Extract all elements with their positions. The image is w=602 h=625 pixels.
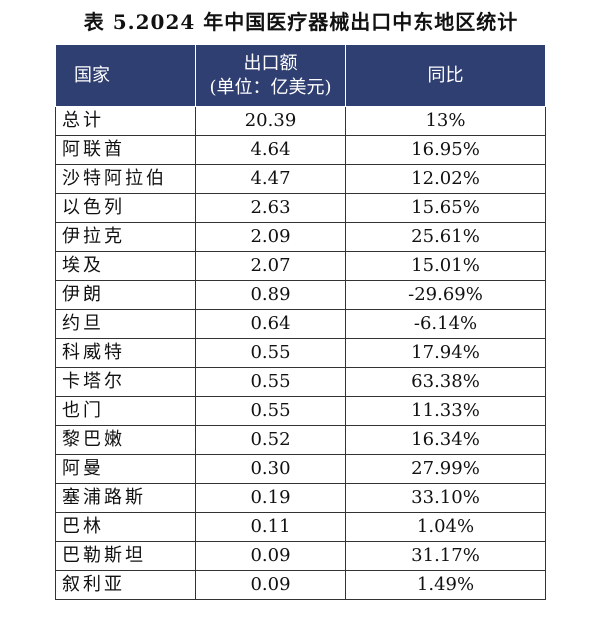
table-row: 总计 20.39 13% (55, 106, 546, 136)
table-row: 埃及 2.07 15.01% (55, 251, 546, 281)
cell-export-value: 0.55 (195, 367, 346, 397)
cell-country: 沙特阿拉伯 (55, 164, 196, 194)
table-row: 阿联酋 4.64 16.95% (55, 135, 546, 165)
cell-yoy-change: 13% (345, 106, 546, 136)
table-row: 叙利亚 0.09 1.49% (55, 570, 546, 600)
cell-country: 巴勒斯坦 (55, 541, 196, 571)
cell-yoy-change: 15.65% (345, 193, 546, 223)
cell-export-value: 0.30 (195, 454, 346, 484)
cell-country: 以色列 (55, 193, 196, 223)
cell-export-value: 0.09 (195, 541, 346, 571)
cell-export-value: 0.19 (195, 483, 346, 513)
cell-yoy-change: 11.33% (345, 396, 546, 426)
table-row: 阿曼 0.30 27.99% (55, 454, 546, 484)
header-row: 国家 出口额 (单位：亿美元) 同比 (55, 44, 546, 107)
cell-country: 伊拉克 (55, 222, 196, 252)
cell-country: 黎巴嫩 (55, 425, 196, 455)
header-yoy: 同比 (345, 44, 546, 107)
table-row: 黎巴嫩 0.52 16.34% (55, 425, 546, 455)
cell-export-value: 0.09 (195, 570, 346, 600)
table-row: 塞浦路斯 0.19 33.10% (55, 483, 546, 513)
cell-export-value: 20.39 (195, 106, 346, 136)
header-export-title: 出口额 (243, 52, 298, 74)
cell-export-value: 0.64 (195, 309, 346, 339)
table-row: 也门 0.55 11.33% (55, 396, 546, 426)
table-row: 科威特 0.55 17.94% (55, 338, 546, 368)
cell-yoy-change: 33.10% (345, 483, 546, 513)
cell-yoy-change: 31.17% (345, 541, 546, 571)
header-export-unit: (单位：亿美元) (209, 76, 332, 98)
cell-country: 叙利亚 (55, 570, 196, 600)
cell-yoy-change: 63.38% (345, 367, 546, 397)
cell-export-value: 0.55 (195, 396, 346, 426)
cell-country: 也门 (55, 396, 196, 426)
cell-yoy-change: 1.04% (345, 512, 546, 542)
header-export: 出口额 (单位：亿美元) (195, 44, 346, 107)
cell-yoy-change: 15.01% (345, 251, 546, 281)
cell-yoy-change: 12.02% (345, 164, 546, 194)
cell-country: 阿曼 (55, 454, 196, 484)
cell-yoy-change: -6.14% (345, 309, 546, 339)
cell-export-value: 0.55 (195, 338, 346, 368)
table-row: 沙特阿拉伯 4.47 12.02% (55, 164, 546, 194)
cell-yoy-change: 27.99% (345, 454, 546, 484)
table-caption: 表 5.2024 年中国医疗器械出口中东地区统计 (83, 10, 519, 34)
cell-yoy-change: 17.94% (345, 338, 546, 368)
cell-export-value: 0.52 (195, 425, 346, 455)
table-row: 巴勒斯坦 0.09 31.17% (55, 541, 546, 571)
cell-export-value: 0.11 (195, 512, 346, 542)
cell-country: 埃及 (55, 251, 196, 281)
cell-country: 科威特 (55, 338, 196, 368)
cell-export-value: 4.47 (195, 164, 346, 194)
header-country: 国家 (55, 44, 196, 107)
cell-country: 塞浦路斯 (55, 483, 196, 513)
cell-export-value: 0.89 (195, 280, 346, 310)
cell-yoy-change: 25.61% (345, 222, 546, 252)
table-row: 约旦 0.64 -6.14% (55, 309, 546, 339)
cell-country: 阿联酋 (55, 135, 196, 165)
table-row: 巴林 0.11 1.04% (55, 512, 546, 542)
cell-export-value: 2.63 (195, 193, 346, 223)
table-header: 国家 出口额 (单位：亿美元) 同比 (55, 44, 546, 107)
table-row: 卡塔尔 0.55 63.38% (55, 367, 546, 397)
cell-export-value: 2.09 (195, 222, 346, 252)
cell-export-value: 2.07 (195, 251, 346, 281)
table-row: 伊朗 0.89 -29.69% (55, 280, 546, 310)
cell-yoy-change: 16.34% (345, 425, 546, 455)
cell-country: 卡塔尔 (55, 367, 196, 397)
cell-country: 约旦 (55, 309, 196, 339)
export-statistics-table: 国家 出口额 (单位：亿美元) 同比 总计 20.39 13% 阿联酋 4.64 16.9… (55, 44, 546, 600)
table-row: 伊拉克 2.09 25.61% (55, 222, 546, 252)
cell-country: 伊朗 (55, 280, 196, 310)
cell-yoy-change: 16.95% (345, 135, 546, 165)
cell-country: 巴林 (55, 512, 196, 542)
cell-yoy-change: 1.49% (345, 570, 546, 600)
cell-export-value: 4.64 (195, 135, 346, 165)
cell-country: 总计 (55, 106, 196, 136)
table-body: 总计 20.39 13% 阿联酋 4.64 16.95% 沙特阿拉伯 4.47 12.02% 以色… (55, 106, 546, 600)
cell-yoy-change: -29.69% (345, 280, 546, 310)
table-row: 以色列 2.63 15.65% (55, 193, 546, 223)
